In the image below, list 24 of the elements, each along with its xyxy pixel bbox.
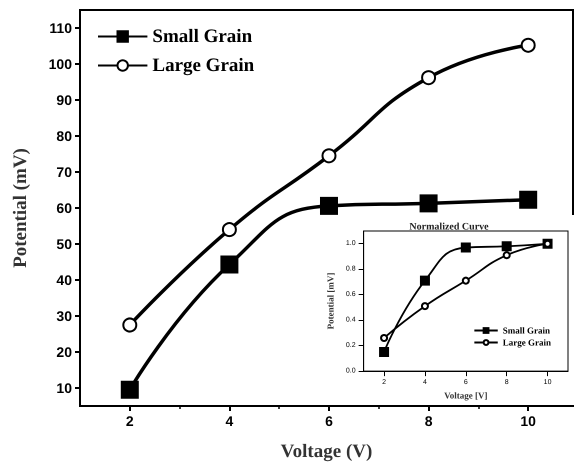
x-tick-label: 4 bbox=[225, 413, 234, 429]
y-tick-label: 100 bbox=[48, 56, 72, 72]
y-tick-label: 40 bbox=[56, 272, 72, 288]
chart-title: Normalized Curve bbox=[409, 222, 490, 232]
y-tick-label: 60 bbox=[56, 200, 72, 216]
x-tick-label: 10 bbox=[520, 413, 536, 429]
x-axis-title: Voltage [V] bbox=[444, 390, 488, 400]
y-tick-label: 70 bbox=[56, 164, 72, 180]
y-axis-title: Potential [mV] bbox=[326, 272, 336, 330]
x-axis-title: Voltage (V) bbox=[280, 441, 372, 462]
x-tick-label: 8 bbox=[424, 413, 433, 429]
y-tick-label: 110 bbox=[49, 20, 72, 36]
y-tick-label: 30 bbox=[56, 308, 72, 324]
legend-label: Small Grain bbox=[152, 26, 253, 47]
legend-label: Small Grain bbox=[502, 326, 550, 336]
x-tick-label: 6 bbox=[325, 413, 334, 429]
x-tick-label: 2 bbox=[126, 413, 134, 429]
y-tick-label: 20 bbox=[56, 344, 72, 360]
y-tick-label: 50 bbox=[56, 236, 72, 252]
y-tick-label: 90 bbox=[56, 92, 72, 108]
legend-label: Large Grain bbox=[502, 338, 552, 348]
y-axis-title: Potential (mV) bbox=[10, 148, 31, 268]
y-tick-label: 80 bbox=[56, 128, 72, 144]
legend-label: Large Grain bbox=[152, 55, 255, 76]
